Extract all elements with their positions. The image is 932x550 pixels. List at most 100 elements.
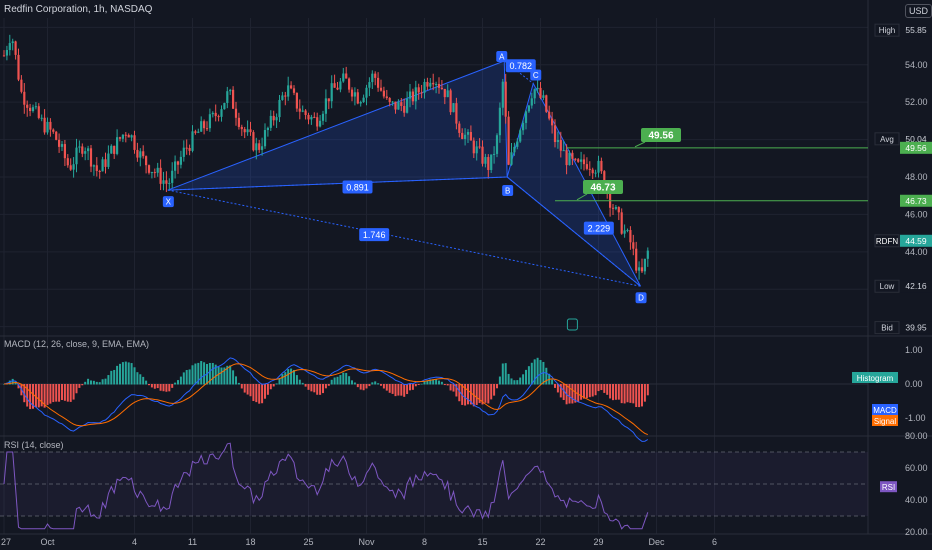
candle-body — [159, 167, 162, 184]
macd-hist-bar — [150, 384, 153, 388]
candle-body — [551, 118, 554, 126]
candle-body — [487, 157, 490, 170]
time-tick: 11 — [188, 537, 197, 547]
macd-hist-bar — [612, 384, 614, 401]
time-tick: 25 — [303, 537, 313, 547]
macd-hist-bar — [458, 384, 461, 402]
candle-body — [95, 165, 98, 172]
macd-hist-bar — [371, 382, 374, 385]
macd-tick: 1.00 — [905, 345, 923, 355]
pattern-point-x: X — [162, 196, 174, 208]
macd-hist-bar — [522, 374, 525, 385]
macd-hist-bar — [133, 367, 136, 385]
macd-hist-bar — [92, 380, 95, 385]
macd-hist-bar — [440, 381, 443, 385]
macd-hist-bar — [3, 384, 5, 385]
candle-body — [307, 114, 310, 120]
candle-body — [530, 98, 533, 106]
macd-hist-bar — [78, 384, 81, 388]
macd-hist-bar — [597, 384, 600, 392]
price-label-key: Low — [880, 282, 895, 291]
ratio-badge — [583, 221, 614, 235]
candle-body — [374, 73, 377, 78]
candle-body — [377, 77, 380, 88]
macd-hist-bar — [423, 381, 426, 385]
macd-hist-bar — [182, 372, 185, 385]
macd-tag-macd: MACD — [872, 404, 898, 415]
macd-hist-bar — [330, 379, 333, 385]
candle-body — [429, 82, 432, 87]
macd-hist-bar — [319, 384, 322, 395]
grid-lines — [0, 0, 932, 535]
macd-hist-bar — [185, 369, 188, 385]
macd-hist-bar — [409, 384, 411, 391]
time-tick: Dec — [648, 537, 665, 547]
pattern-labels[interactable]: X A B C D 0.782 0.891 1.746 2.229 — [162, 51, 647, 331]
candle-body — [362, 97, 365, 102]
rsi-tick: 40.00 — [905, 495, 928, 505]
candle-body — [571, 152, 574, 159]
currency-button[interactable]: USD — [905, 4, 932, 18]
rsi-legend[interactable]: RSI (14, close) — [4, 440, 64, 450]
price-axis[interactable]: 54.0052.0050.0048.0046.0044.00High55.85A… — [852, 23, 932, 537]
candle-body — [290, 85, 293, 89]
candle-body — [626, 230, 629, 232]
macd-hist-bar — [527, 366, 530, 385]
macd-hist-bar — [452, 384, 455, 392]
macd-hist-bar — [348, 376, 351, 385]
candle-body — [60, 144, 64, 147]
candle-body — [466, 132, 470, 135]
candle-body — [150, 172, 153, 174]
candle-body — [379, 87, 383, 91]
price-label-key: RDFN — [876, 237, 898, 246]
macd-legend[interactable]: MACD (12, 26, close, 9, EMA, EMA) — [4, 339, 150, 349]
candle-body — [266, 127, 269, 131]
time-tick: 8 — [422, 537, 427, 547]
rsi-tag-label: RSI — [882, 483, 895, 492]
candle-body — [203, 121, 206, 129]
candle-body — [472, 140, 475, 154]
candle-body — [292, 88, 296, 93]
candle-body — [261, 146, 264, 150]
price-label-key: High — [879, 26, 895, 35]
target-pointer — [634, 141, 646, 148]
rsi-tick: 60.00 — [905, 463, 928, 473]
macd-hist-bar — [623, 384, 626, 404]
candle-body — [23, 91, 26, 105]
macd-hist-bar — [275, 383, 278, 385]
macd-hist-bar — [574, 384, 577, 403]
time-tick: 22 — [535, 537, 545, 547]
candle-body — [464, 134, 467, 139]
candle-body — [574, 158, 577, 160]
macd-hist-bar — [643, 384, 646, 402]
target-callouts[interactable]: 49.56 46.73 — [555, 128, 868, 202]
candle-body — [243, 129, 246, 133]
macd-hist-bar — [124, 361, 127, 385]
macd-hist-bar — [626, 384, 629, 403]
candle-body — [591, 169, 594, 174]
candle-body — [475, 146, 478, 154]
macd-hist-bar — [165, 384, 168, 392]
macd-hist-bar — [478, 384, 481, 404]
candle-body — [356, 92, 359, 104]
macd-hist-bar — [55, 384, 58, 402]
macd-hist-bar — [516, 380, 519, 385]
candle-body — [533, 89, 536, 99]
candle-body — [559, 140, 562, 151]
macd-hist-bar — [23, 384, 26, 403]
candle-body — [229, 89, 232, 92]
candle-body — [484, 157, 487, 164]
price-label: 49.56 — [900, 141, 932, 154]
macd-hist-bar — [336, 376, 339, 385]
candle-body — [11, 41, 14, 44]
point-label: A — [499, 53, 505, 62]
macd-hist-bar — [136, 372, 139, 385]
macd-hist-bar — [40, 384, 43, 407]
rsi-tick: 20.00 — [905, 527, 928, 537]
target-badge — [583, 180, 623, 194]
chart-title: Redfin Corporation, 1h, NASDAQ — [4, 4, 153, 15]
time-axis[interactable]: 27 Oct 4 11 18 25 Nov 8 15 22 29 Dec 6 — [1, 537, 717, 547]
candle-body — [426, 81, 429, 87]
time-tick: 27 — [1, 537, 11, 547]
